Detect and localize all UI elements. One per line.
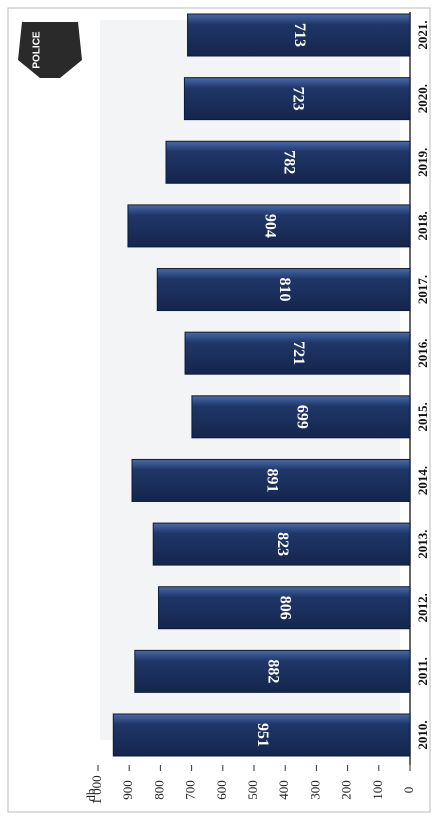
bar [131, 458, 411, 502]
background-photo [100, 20, 400, 740]
value-label: 782 [280, 150, 297, 174]
y-tick-label: 800 [151, 780, 166, 800]
x-tick-label: 2012. [415, 593, 430, 622]
bar [183, 77, 411, 121]
x-tick-label: 2011. [415, 657, 430, 686]
y-tick-label: 0 [401, 787, 416, 794]
value-label: 806 [277, 596, 294, 620]
x-tick-label: 2020. [415, 84, 430, 113]
value-label: 823 [274, 532, 291, 556]
value-label: 721 [290, 341, 307, 365]
value-label: 713 [291, 23, 308, 47]
y-tick-label: 600 [214, 780, 229, 800]
y-tick-label: 400 [276, 780, 291, 800]
x-tick-label: 2013. [415, 529, 430, 558]
bar [158, 586, 411, 630]
x-tick-label: 2010. [415, 720, 430, 749]
x-tick-label: 2016. [415, 339, 430, 368]
x-tick-label: 2014. [415, 466, 430, 495]
badge-text: POLICE [32, 31, 43, 69]
y-tick-label: 500 [245, 780, 260, 800]
x-tick-label: 2017. [415, 275, 430, 304]
bar [191, 395, 411, 439]
x-tick-label: 2018. [415, 211, 430, 240]
bar [112, 713, 411, 757]
bar [152, 522, 411, 566]
bar [165, 140, 411, 184]
bar [156, 268, 411, 312]
x-tick-label: 2021. [415, 20, 430, 49]
police-badge: POLICE [18, 22, 82, 78]
y-tick-label: 700 [183, 780, 198, 800]
value-label: 904 [261, 214, 278, 238]
bar [127, 204, 411, 248]
x-tick-label: 2019. [415, 148, 430, 177]
y-tick-label: 200 [339, 780, 354, 800]
bar [187, 13, 411, 57]
x-tick-label: 2015. [415, 402, 430, 431]
axis-label: db [83, 789, 98, 802]
y-tick-label: 300 [307, 780, 322, 800]
value-label: 951 [254, 723, 271, 747]
value-label: 723 [290, 87, 307, 111]
value-label: 882 [265, 659, 282, 683]
y-tick-label: 900 [120, 780, 135, 800]
y-tick-label: 100 [370, 780, 385, 800]
value-label: 699 [293, 405, 310, 429]
value-label: 891 [263, 468, 280, 492]
value-label: 810 [276, 278, 293, 302]
y-tick-label: 1 000 [89, 775, 104, 804]
bar [184, 331, 411, 375]
bar [134, 649, 411, 693]
